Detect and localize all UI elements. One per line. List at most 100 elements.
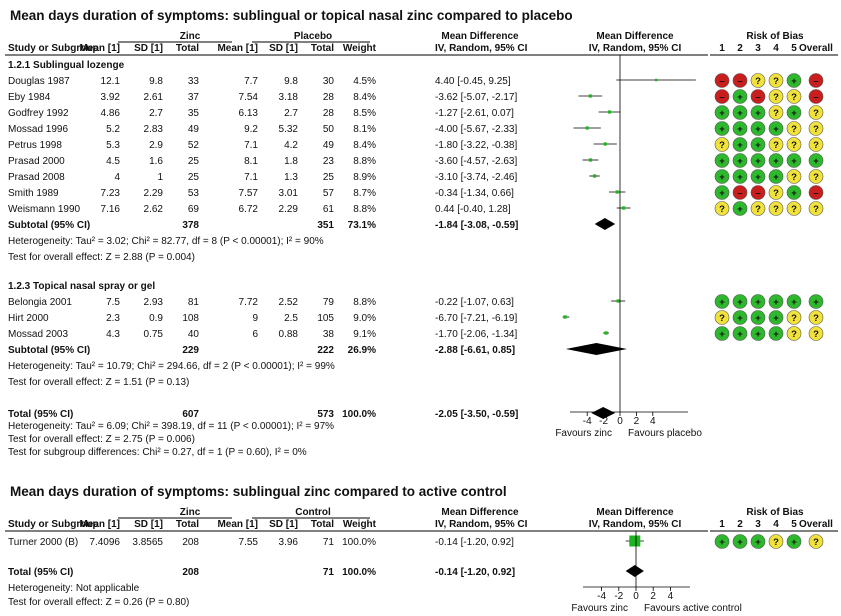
group1-header: Zinc — [180, 31, 201, 42]
risk-of-bias-dot — [786, 294, 802, 309]
sd1-value: 2.93 — [144, 297, 164, 308]
col-header-mean1: Mean [1] — [79, 519, 120, 530]
rob-header: Risk of Bias — [746, 31, 804, 42]
point-estimate-marker — [654, 78, 658, 82]
weight-value: 26.9% — [348, 345, 376, 356]
risk-of-bias-dot — [750, 153, 766, 168]
risk-of-bias-symbol: + — [737, 297, 743, 308]
sd2-value: 5.32 — [279, 124, 299, 135]
total2-value: 30 — [323, 76, 335, 87]
col-header-ci: IV, Random, 95% CI — [435, 519, 528, 530]
risk-of-bias-symbol: + — [719, 124, 725, 135]
ci-value: -3.60 [-4.57, -2.63] — [435, 156, 517, 167]
risk-of-bias-symbol: + — [737, 172, 743, 183]
weight-value: 100.0% — [342, 537, 376, 548]
sd2-value: 1.3 — [284, 172, 298, 183]
study-name: Hirt 2000 — [8, 313, 49, 324]
risk-of-bias-dot — [786, 326, 802, 341]
risk-of-bias-dot — [750, 534, 766, 549]
col-header-total1: Total — [176, 43, 199, 54]
point-estimate-marker — [563, 315, 567, 319]
total2-value: 71 — [323, 537, 335, 548]
risk-of-bias-symbol: ? — [773, 76, 779, 87]
col-header-sd1: SD [1] — [134, 519, 163, 530]
risk-of-bias-symbol: + — [719, 156, 725, 167]
risk-of-bias-dot — [732, 73, 748, 88]
total1-value: 607 — [182, 409, 199, 420]
weight-value: 9.0% — [353, 313, 376, 324]
sd1-value: 1.6 — [149, 156, 163, 167]
risk-of-bias-symbol: + — [791, 76, 797, 87]
risk-of-bias-dot — [808, 121, 824, 136]
mean1-value: 7.5 — [106, 297, 120, 308]
point-estimate-marker — [603, 142, 607, 146]
weight-value: 100.0% — [342, 567, 376, 578]
risk-of-bias-dot — [732, 534, 748, 549]
total1-value: 33 — [188, 76, 200, 87]
risk-of-bias-symbol: + — [773, 172, 779, 183]
sd2-value: 3.01 — [279, 188, 299, 199]
risk-of-bias-dot — [786, 89, 802, 104]
study-name: Godfrey 1992 — [8, 108, 69, 119]
total1-value: 40 — [188, 329, 200, 340]
sd2-value: 2.7 — [284, 108, 298, 119]
risk-of-bias-symbol: ? — [813, 172, 819, 183]
risk-of-bias-dot — [786, 310, 802, 325]
sd2-value: 2.5 — [284, 313, 298, 324]
plot-md-header: Mean Difference — [596, 31, 674, 42]
subtotal-diamond — [594, 218, 616, 230]
overall-effect-text: Test for overall effect: Z = 1.51 (P = 0… — [8, 377, 189, 388]
col-header-total2: Total — [311, 519, 334, 530]
total2-value: 351 — [317, 220, 334, 231]
risk-of-bias-dot — [732, 153, 748, 168]
ci-value: -0.14 [-1.20, 0.92] — [435, 537, 514, 548]
risk-of-bias-dot — [808, 73, 824, 88]
risk-of-bias-symbol: + — [719, 329, 725, 340]
risk-of-bias-dot — [768, 326, 784, 341]
risk-of-bias-dot — [750, 89, 766, 104]
total1-value: 208 — [182, 567, 199, 578]
risk-of-bias-symbol: + — [773, 329, 779, 340]
mean1-value: 5.2 — [106, 124, 120, 135]
weight-value: 9.1% — [353, 329, 376, 340]
col-header-sd2: SD [1] — [269, 43, 298, 54]
risk-of-bias-dot — [732, 121, 748, 136]
risk-of-bias-dot — [808, 137, 824, 152]
rob-col-header: 1 — [719, 43, 725, 54]
mean1-value: 4 — [114, 172, 120, 183]
risk-of-bias-symbol: + — [737, 204, 743, 215]
weight-value: 4.5% — [353, 76, 376, 87]
weight-value: 8.9% — [353, 172, 376, 183]
risk-of-bias-dot — [808, 153, 824, 168]
rob-col-header: 2 — [737, 519, 743, 530]
total2-value: 79 — [323, 297, 335, 308]
overall-effect-text: Test for overall effect: Z = 2.88 (P = 0… — [8, 252, 195, 263]
study-name: Turner 2000 (B) — [8, 537, 78, 548]
risk-of-bias-dot — [714, 89, 730, 104]
risk-of-bias-dot — [732, 185, 748, 200]
risk-of-bias-dot — [786, 121, 802, 136]
risk-of-bias-dot — [808, 310, 824, 325]
risk-of-bias-dot — [768, 201, 784, 216]
subtotal-label: Subtotal (95% CI) — [8, 345, 90, 356]
risk-of-bias-symbol: ? — [719, 140, 725, 151]
rob-col-header: 5 — [791, 43, 797, 54]
total2-value: 28 — [323, 92, 335, 103]
x-tick-label: -2 — [599, 416, 608, 427]
risk-of-bias-dot — [768, 169, 784, 184]
risk-of-bias-dot — [714, 153, 730, 168]
total1-value: 108 — [182, 313, 199, 324]
risk-of-bias-symbol: ? — [791, 140, 797, 151]
weight-value: 8.8% — [353, 204, 376, 215]
total1-value: 37 — [188, 92, 200, 103]
risk-of-bias-symbol: + — [737, 313, 743, 324]
chart-title: Mean days duration of symptoms: sublingu… — [10, 484, 507, 499]
risk-of-bias-dot — [786, 137, 802, 152]
risk-of-bias-symbol: ? — [813, 537, 819, 548]
risk-of-bias-symbol: + — [755, 140, 761, 151]
risk-of-bias-dot — [768, 137, 784, 152]
total1-value: 208 — [182, 537, 199, 548]
subtotal-label: Total (95% CI) — [8, 409, 73, 420]
mean2-value: 6 — [252, 329, 258, 340]
